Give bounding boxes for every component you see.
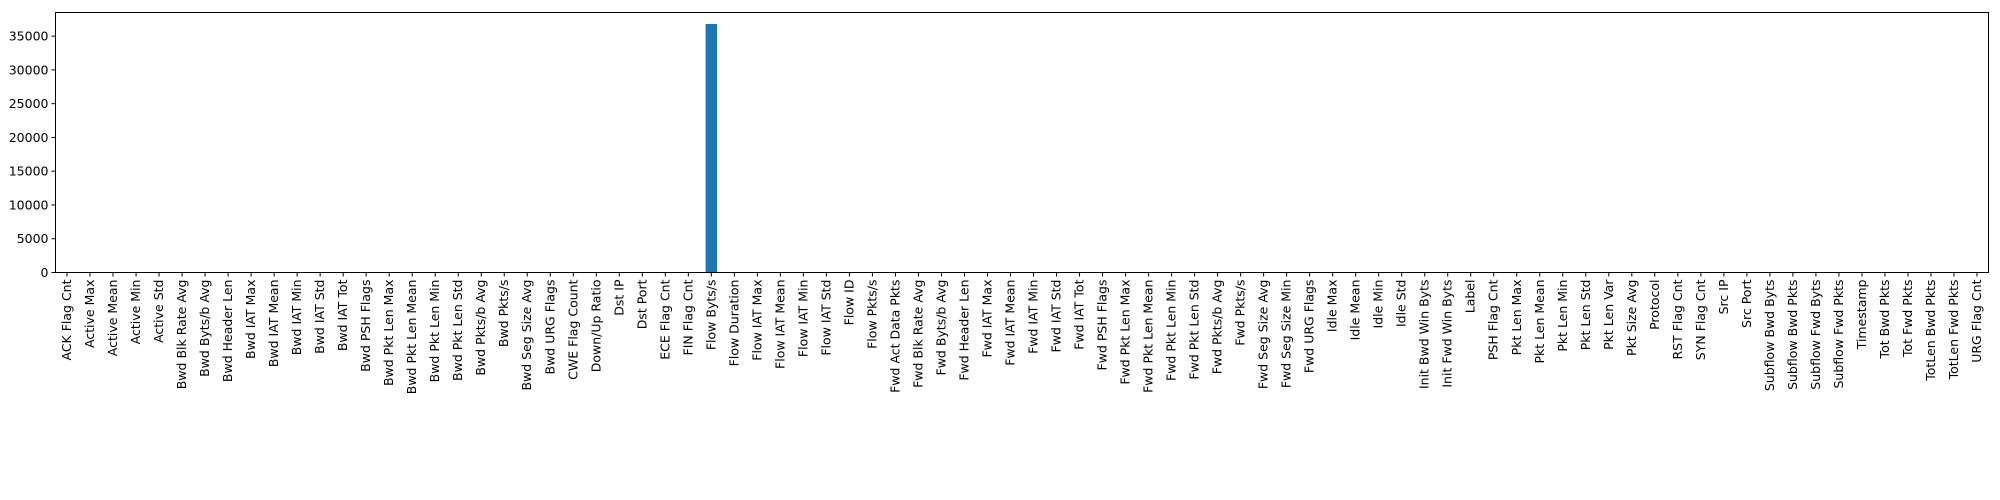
x-tick-label: Src IP xyxy=(1716,279,1731,314)
x-tick-label: Fwd URG Flags xyxy=(1302,280,1317,374)
x-tick-label: Flow Duration xyxy=(726,280,741,367)
x-tick-label: Bwd IAT Mean xyxy=(266,280,281,368)
x-tick-label: Fwd Act Data Pkts xyxy=(887,280,902,393)
x-tick-label: Pkt Len Max xyxy=(1509,280,1524,356)
x-tick-label: Src Port xyxy=(1739,279,1754,328)
x-tick-label: Fwd Pkts/s xyxy=(1233,280,1248,346)
x-tick-label: Pkt Len Var xyxy=(1601,279,1616,350)
x-tick-label: Fwd Pkt Len Std xyxy=(1187,280,1202,380)
x-tick-label: Pkt Len Mean xyxy=(1532,280,1547,364)
x-tick-label: Bwd Header Len xyxy=(220,280,235,383)
x-tick-label: Fwd IAT Mean xyxy=(1002,280,1017,366)
y-tick-label: 35000 xyxy=(9,29,49,44)
x-tick-label: Idle Mean xyxy=(1348,280,1363,341)
y-axis: 0 5000 10000 15000 20000 25000 30000 35000 xyxy=(9,29,56,280)
x-tick-label: Fwd Seg Size Avg xyxy=(1256,280,1271,390)
x-tick-label: Flow ID xyxy=(841,280,856,326)
x-tick-label: ACK Flag Cnt xyxy=(59,279,74,360)
x-tick-label: Subflow Bwd Pkts xyxy=(1785,280,1800,390)
x-tick-label: Idle Max xyxy=(1325,280,1340,333)
x-tick-label: TotLen Fwd Pkts xyxy=(1946,280,1961,381)
x-tick-label: Idle Std xyxy=(1394,280,1409,328)
x-tick-label: RST Flag Cnt xyxy=(1670,279,1685,359)
x-tick-label: Init Bwd Win Byts xyxy=(1417,280,1432,390)
x-tick-label: Pkt Size Avg xyxy=(1624,280,1639,356)
x-tick-label: Fwd IAT Std xyxy=(1049,280,1064,353)
y-tick-label: 0 xyxy=(41,265,49,280)
x-tick-label: Fwd Header Len xyxy=(956,280,971,381)
x-tick-label: Protocol xyxy=(1647,280,1662,330)
x-tick-label: Bwd Pkt Len Max xyxy=(381,280,396,387)
y-tick-label: 15000 xyxy=(9,164,49,179)
x-tick-label: Fwd Blk Rate Avg xyxy=(910,280,925,388)
x-tick-label: Flow IAT Std xyxy=(818,280,833,356)
x-tick-label: Bwd Pkt Len Mean xyxy=(404,280,419,395)
x-tick-label: URG Flag Cnt xyxy=(1969,279,1984,362)
x-tick-label: Label xyxy=(1463,280,1478,314)
x-tick-label: Active Std xyxy=(151,280,166,343)
x-tick-label: Bwd PSH Flags xyxy=(358,280,373,372)
y-tick-label: 25000 xyxy=(9,96,49,111)
x-tick-label: Bwd IAT Tot xyxy=(335,279,350,351)
x-tick-label: Active Min xyxy=(128,280,143,345)
x-tick-label: Tot Fwd Pkts xyxy=(1900,280,1915,359)
x-tick-label: Bwd Pkts/s xyxy=(496,280,511,348)
y-tick-label: 5000 xyxy=(17,231,49,246)
x-tick-label: Flow IAT Min xyxy=(795,280,810,358)
x-tick-label: Fwd Pkt Len Mean xyxy=(1141,280,1156,393)
x-tick-label: Fwd IAT Max xyxy=(979,280,994,358)
x-tick-label: Flow Pkts/s xyxy=(864,280,879,349)
y-tick-label: 30000 xyxy=(9,62,49,77)
x-tick-label: Flow Byts/s xyxy=(703,280,718,351)
x-tick-label: Down/Up Ratio xyxy=(588,280,603,373)
x-tick-label: FIN Flag Cnt xyxy=(680,279,695,355)
x-tick-label: Flow IAT Mean xyxy=(772,280,787,369)
x-tick-label: Bwd URG Flags xyxy=(542,280,557,375)
x-tick-label: Fwd Pkt Len Min xyxy=(1164,280,1179,381)
x-tick-label: Bwd Seg Size Avg xyxy=(519,280,534,391)
x-tick-label: Subflow Bwd Byts xyxy=(1762,280,1777,392)
plot-frame xyxy=(55,12,1989,273)
x-tick-label: Fwd Pkts/b Avg xyxy=(1210,280,1225,375)
x-tick-label: Idle Min xyxy=(1371,280,1386,329)
x-tick-label: Bwd IAT Max xyxy=(243,280,258,359)
x-tick-label: Pkt Len Std xyxy=(1578,280,1593,351)
bar xyxy=(705,23,718,273)
x-tick-label: Subflow Fwd Pkts xyxy=(1831,280,1846,389)
x-tick-label: Init Fwd Win Byts xyxy=(1440,280,1455,388)
x-tick-label: Active Mean xyxy=(105,280,120,357)
x-axis: ACK Flag Cnt Active Max Active Mean Active … xyxy=(59,272,1984,395)
x-tick-label: Fwd IAT Min xyxy=(1026,280,1041,354)
x-tick-label: Fwd Byts/b Avg xyxy=(933,279,948,375)
y-tick-label: 10000 xyxy=(9,197,49,212)
x-tick-label: ECE Flag Cnt xyxy=(657,279,672,359)
x-tick-label: Bwd Pkt Len Min xyxy=(427,279,442,382)
x-tick-label: Bwd IAT Min xyxy=(289,280,304,356)
x-tick-label: Flow IAT Max xyxy=(749,280,764,361)
x-tick-label: Subflow Fwd Byts xyxy=(1808,280,1823,390)
x-tick-label: Dst Port xyxy=(634,279,649,329)
x-tick-label: Fwd Pkt Len Max xyxy=(1118,280,1133,385)
x-tick-label: Dst IP xyxy=(611,279,626,316)
x-tick-label: Bwd IAT Std xyxy=(312,280,327,354)
x-tick-label: Fwd PSH Flags xyxy=(1095,280,1110,371)
x-tick-label: TotLen Bwd Pkts xyxy=(1923,280,1938,382)
x-tick-label: Active Max xyxy=(82,280,97,348)
y-tick-label: 20000 xyxy=(9,130,49,145)
x-tick-label: Bwd Pkt Len Std xyxy=(450,280,465,381)
x-tick-label: Fwd Seg Size Min xyxy=(1279,280,1294,389)
x-tick-label: Bwd Byts/b Avg xyxy=(197,280,212,377)
x-tick-label: Bwd Pkts/b Avg xyxy=(473,279,488,375)
x-tick-label: CWE Flag Count xyxy=(565,279,580,379)
x-tick-label: Timestamp xyxy=(1854,279,1869,350)
x-tick-label: SYN Flag Cnt xyxy=(1693,279,1708,360)
x-tick-label: Bwd Blk Rate Avg xyxy=(174,280,189,390)
x-tick-label: Tot Bwd Pkts xyxy=(1877,280,1892,360)
bars-layer xyxy=(705,23,718,273)
x-tick-label: PSH Flag Cnt xyxy=(1486,279,1501,360)
x-tick-label: Fwd IAT Tot xyxy=(1072,279,1087,349)
x-tick-label: Pkt Len Min xyxy=(1555,280,1570,352)
